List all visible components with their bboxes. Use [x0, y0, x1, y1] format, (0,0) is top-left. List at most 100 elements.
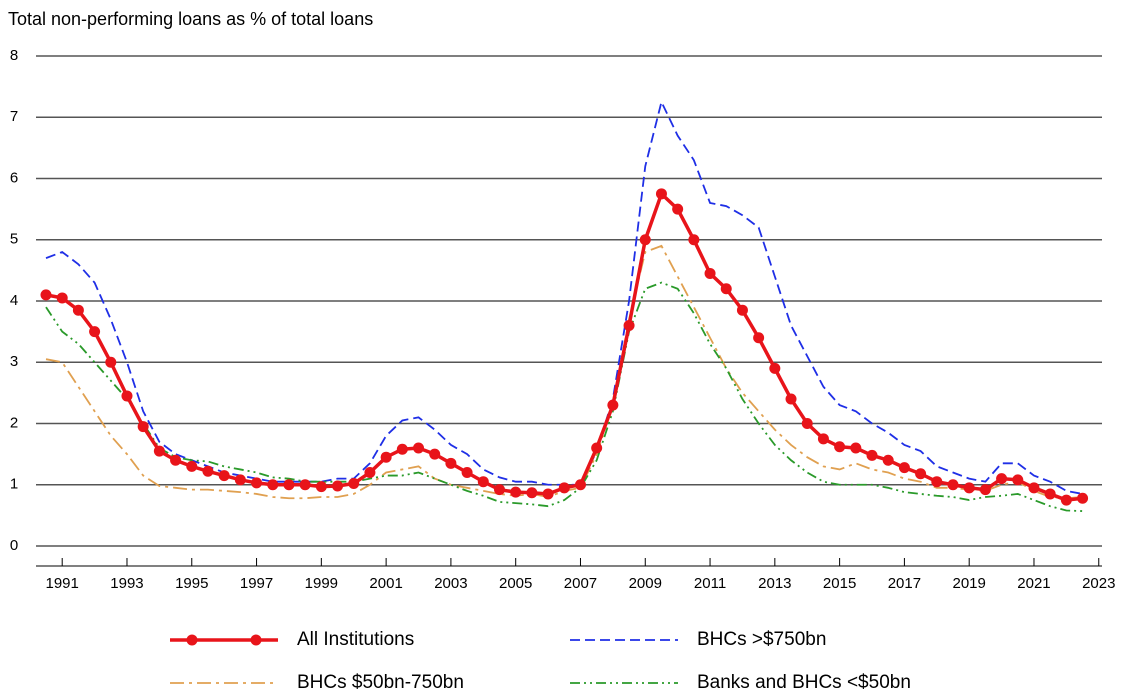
y-tick-label: 2	[10, 414, 18, 431]
point	[348, 478, 360, 490]
point	[72, 304, 84, 316]
y-tick-label: 1	[10, 476, 18, 493]
point	[672, 203, 684, 215]
series-line	[45, 281, 1083, 512]
point	[1077, 492, 1089, 504]
point	[121, 390, 133, 402]
point	[1044, 488, 1056, 500]
legend-marker	[250, 634, 262, 646]
point	[461, 467, 473, 478]
point	[332, 480, 344, 492]
point	[704, 267, 716, 279]
point	[591, 442, 603, 454]
point	[834, 441, 846, 453]
point	[898, 462, 910, 474]
point	[510, 486, 522, 498]
point	[915, 468, 927, 480]
point	[89, 326, 101, 338]
point	[866, 449, 878, 461]
series-line	[45, 99, 1083, 495]
point	[493, 484, 505, 496]
point	[413, 442, 425, 454]
point	[996, 473, 1008, 485]
legend-marker	[186, 634, 198, 646]
point	[817, 433, 829, 445]
point	[267, 479, 279, 491]
x-tick-label: 2021	[1017, 575, 1050, 592]
point	[947, 479, 959, 491]
point	[574, 479, 586, 491]
point	[105, 356, 117, 368]
x-tick-label: 2023	[1082, 575, 1115, 592]
point	[801, 418, 813, 429]
series-line	[45, 244, 1083, 500]
x-tick-label: 1993	[110, 575, 143, 592]
y-tick-label: 5	[10, 231, 18, 248]
point	[283, 479, 295, 491]
point	[753, 332, 765, 344]
point	[639, 234, 651, 246]
point	[736, 304, 748, 316]
point	[963, 482, 975, 494]
point	[445, 457, 457, 469]
x-tick-label: 2013	[758, 575, 791, 592]
point	[526, 487, 538, 499]
legend-text: All Institutions	[297, 629, 414, 650]
x-tick-label: 1999	[305, 575, 338, 592]
point	[1060, 494, 1072, 506]
point	[1028, 482, 1040, 494]
point	[299, 479, 311, 491]
point	[882, 454, 894, 466]
point	[688, 234, 700, 246]
point	[655, 188, 667, 200]
point	[56, 292, 68, 304]
chart-title: Total non-performing loans as % of total…	[8, 9, 373, 29]
x-tick-label: 2017	[888, 575, 921, 592]
x-tick-label: 1991	[46, 575, 79, 592]
point	[558, 482, 570, 494]
point	[137, 421, 149, 433]
point	[1012, 474, 1024, 486]
point	[542, 488, 554, 500]
x-tick-label: 2015	[823, 575, 856, 592]
point	[396, 443, 408, 455]
point	[170, 454, 182, 466]
point	[234, 474, 246, 486]
x-tick-label: 1995	[175, 575, 208, 592]
point	[429, 448, 441, 460]
point	[40, 289, 52, 301]
point	[785, 393, 797, 405]
point	[153, 445, 165, 457]
legend-text: BHCs $50bn-750bn	[297, 672, 464, 693]
point	[979, 484, 991, 496]
point	[380, 451, 392, 463]
y-tick-label: 7	[10, 108, 18, 125]
y-tick-label: 3	[10, 353, 18, 370]
y-tick-label: 4	[10, 292, 18, 309]
point	[251, 477, 263, 489]
x-tick-label: 1997	[240, 575, 273, 592]
x-tick-label: 2001	[369, 575, 402, 592]
legend-text: Banks and BHCs <$50bn	[697, 672, 911, 693]
x-tick-label: 2019	[953, 575, 986, 592]
y-tick-label: 8	[10, 47, 18, 64]
point	[315, 481, 327, 493]
point	[218, 470, 230, 482]
point	[720, 283, 732, 295]
point	[769, 362, 781, 374]
point	[477, 476, 489, 488]
x-tick-label: 2005	[499, 575, 532, 592]
point	[202, 465, 214, 477]
point	[623, 320, 635, 331]
point	[364, 467, 376, 478]
x-tick-label: 2007	[564, 575, 597, 592]
y-tick-label: 6	[10, 169, 18, 186]
point	[850, 442, 862, 454]
point	[186, 460, 198, 472]
legend-text: BHCs >$750bn	[697, 629, 826, 650]
x-tick-label: 2003	[434, 575, 467, 592]
x-tick-label: 2009	[629, 575, 662, 592]
x-tick-label: 2011	[694, 575, 726, 592]
y-tick-label: 0	[10, 537, 18, 554]
